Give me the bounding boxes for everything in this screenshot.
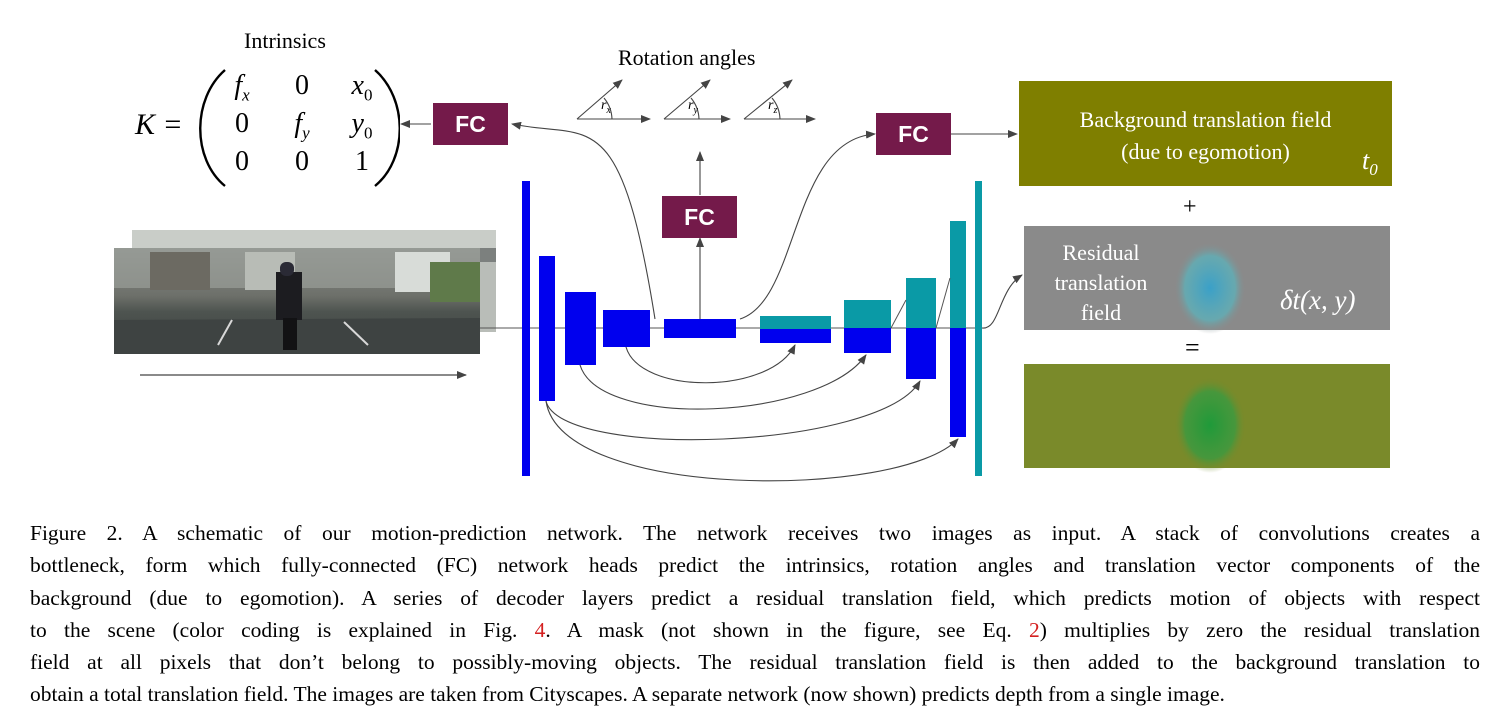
residual-field-line3: field [1080, 300, 1122, 325]
total-object-blob [1174, 377, 1246, 473]
decoder-layer [844, 328, 891, 353]
decoder-layer [906, 328, 936, 379]
encoder-input-layer [522, 181, 530, 476]
motorcyclist [276, 272, 302, 320]
input-image-stack [114, 230, 496, 354]
bottleneck-layer [664, 319, 736, 338]
decoder-layers [760, 181, 982, 476]
intrinsics-label: Intrinsics [244, 28, 326, 53]
figure-caption: Figure 2. A schematic of our motion-pred… [30, 517, 1480, 711]
encoder-layer [539, 256, 555, 401]
background-field-line1: Background translation field [1079, 107, 1332, 132]
residual-object-blob [1174, 242, 1246, 334]
fc-intrinsics-head: FC [433, 103, 508, 145]
encoder-layer [603, 310, 650, 347]
caption-line: to the scene (color coding is explained … [30, 617, 1480, 642]
rotation-z-label: rz [768, 98, 778, 116]
fc-head-arrows [400, 120, 1023, 329]
caption-line: background (due to egomotion). A series … [30, 585, 1480, 610]
equation-reference-link[interactable]: 2 [1028, 617, 1040, 642]
matrix-row: 0 fy y0 [235, 108, 373, 143]
residual-field-line1: Residual [1062, 240, 1140, 265]
skip-connections [545, 344, 959, 482]
decoder-layer [950, 328, 966, 437]
intrinsics-matrix: K = fx 0 x0 0 fy y0 0 0 1 [130, 64, 400, 189]
encoder-layers [522, 181, 736, 476]
network-schematic-figure: Intrinsics K = fx 0 x0 0 fy y0 0 0 1 [114, 28, 1392, 482]
plus-sign: + [1183, 194, 1197, 220]
caption-line: Figure 2. A schematic of our motion-pred… [30, 521, 1480, 545]
residual-field-line2: translation [1054, 270, 1148, 295]
caption-line: field at all pixels that don’t belong to… [30, 650, 1480, 675]
figure-reference-link[interactable]: 4 [534, 617, 546, 642]
decoder-output-layer [975, 181, 982, 476]
fc-translation-head: FC [876, 113, 951, 155]
caption-line: bottleneck, form which fully-connected (… [30, 553, 1480, 578]
matrix-row: fx 0 x0 [234, 70, 373, 105]
matrix-row: 0 0 1 [235, 146, 369, 177]
rotation-angle-icons [576, 79, 816, 123]
fc-rotation-head: FC [662, 196, 737, 238]
rotation-x-label: rx [601, 98, 611, 116]
residual-field-symbol: δt(x, y) [1280, 285, 1356, 315]
rotation-y-label: ry [688, 98, 698, 116]
rotation-angles-label: Rotation angles [618, 45, 756, 70]
caption-line: obtain a total translation field. The im… [30, 682, 1225, 707]
matrix-lhs: K = [135, 108, 183, 141]
background-field-box [1019, 81, 1392, 186]
background-field-symbol: t0 [1362, 146, 1378, 180]
background-field-line2: (due to egomotion) [1121, 139, 1290, 164]
figure-drawing [114, 79, 1392, 482]
encoder-layer [565, 292, 596, 365]
decoder-layer [760, 329, 831, 343]
equals-sign: = [1185, 333, 1200, 362]
